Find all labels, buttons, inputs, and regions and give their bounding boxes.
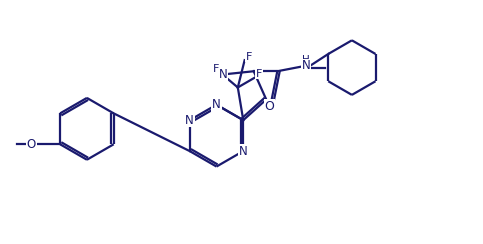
Text: N: N: [218, 68, 227, 81]
Text: F: F: [213, 64, 220, 74]
Text: O: O: [265, 100, 274, 113]
Text: N: N: [302, 59, 311, 72]
Text: N: N: [239, 145, 248, 158]
Text: H: H: [302, 55, 310, 65]
Text: N: N: [185, 114, 194, 127]
Text: F: F: [256, 69, 262, 79]
Text: N: N: [212, 98, 221, 111]
Text: F: F: [245, 51, 252, 61]
Text: O: O: [27, 138, 36, 151]
